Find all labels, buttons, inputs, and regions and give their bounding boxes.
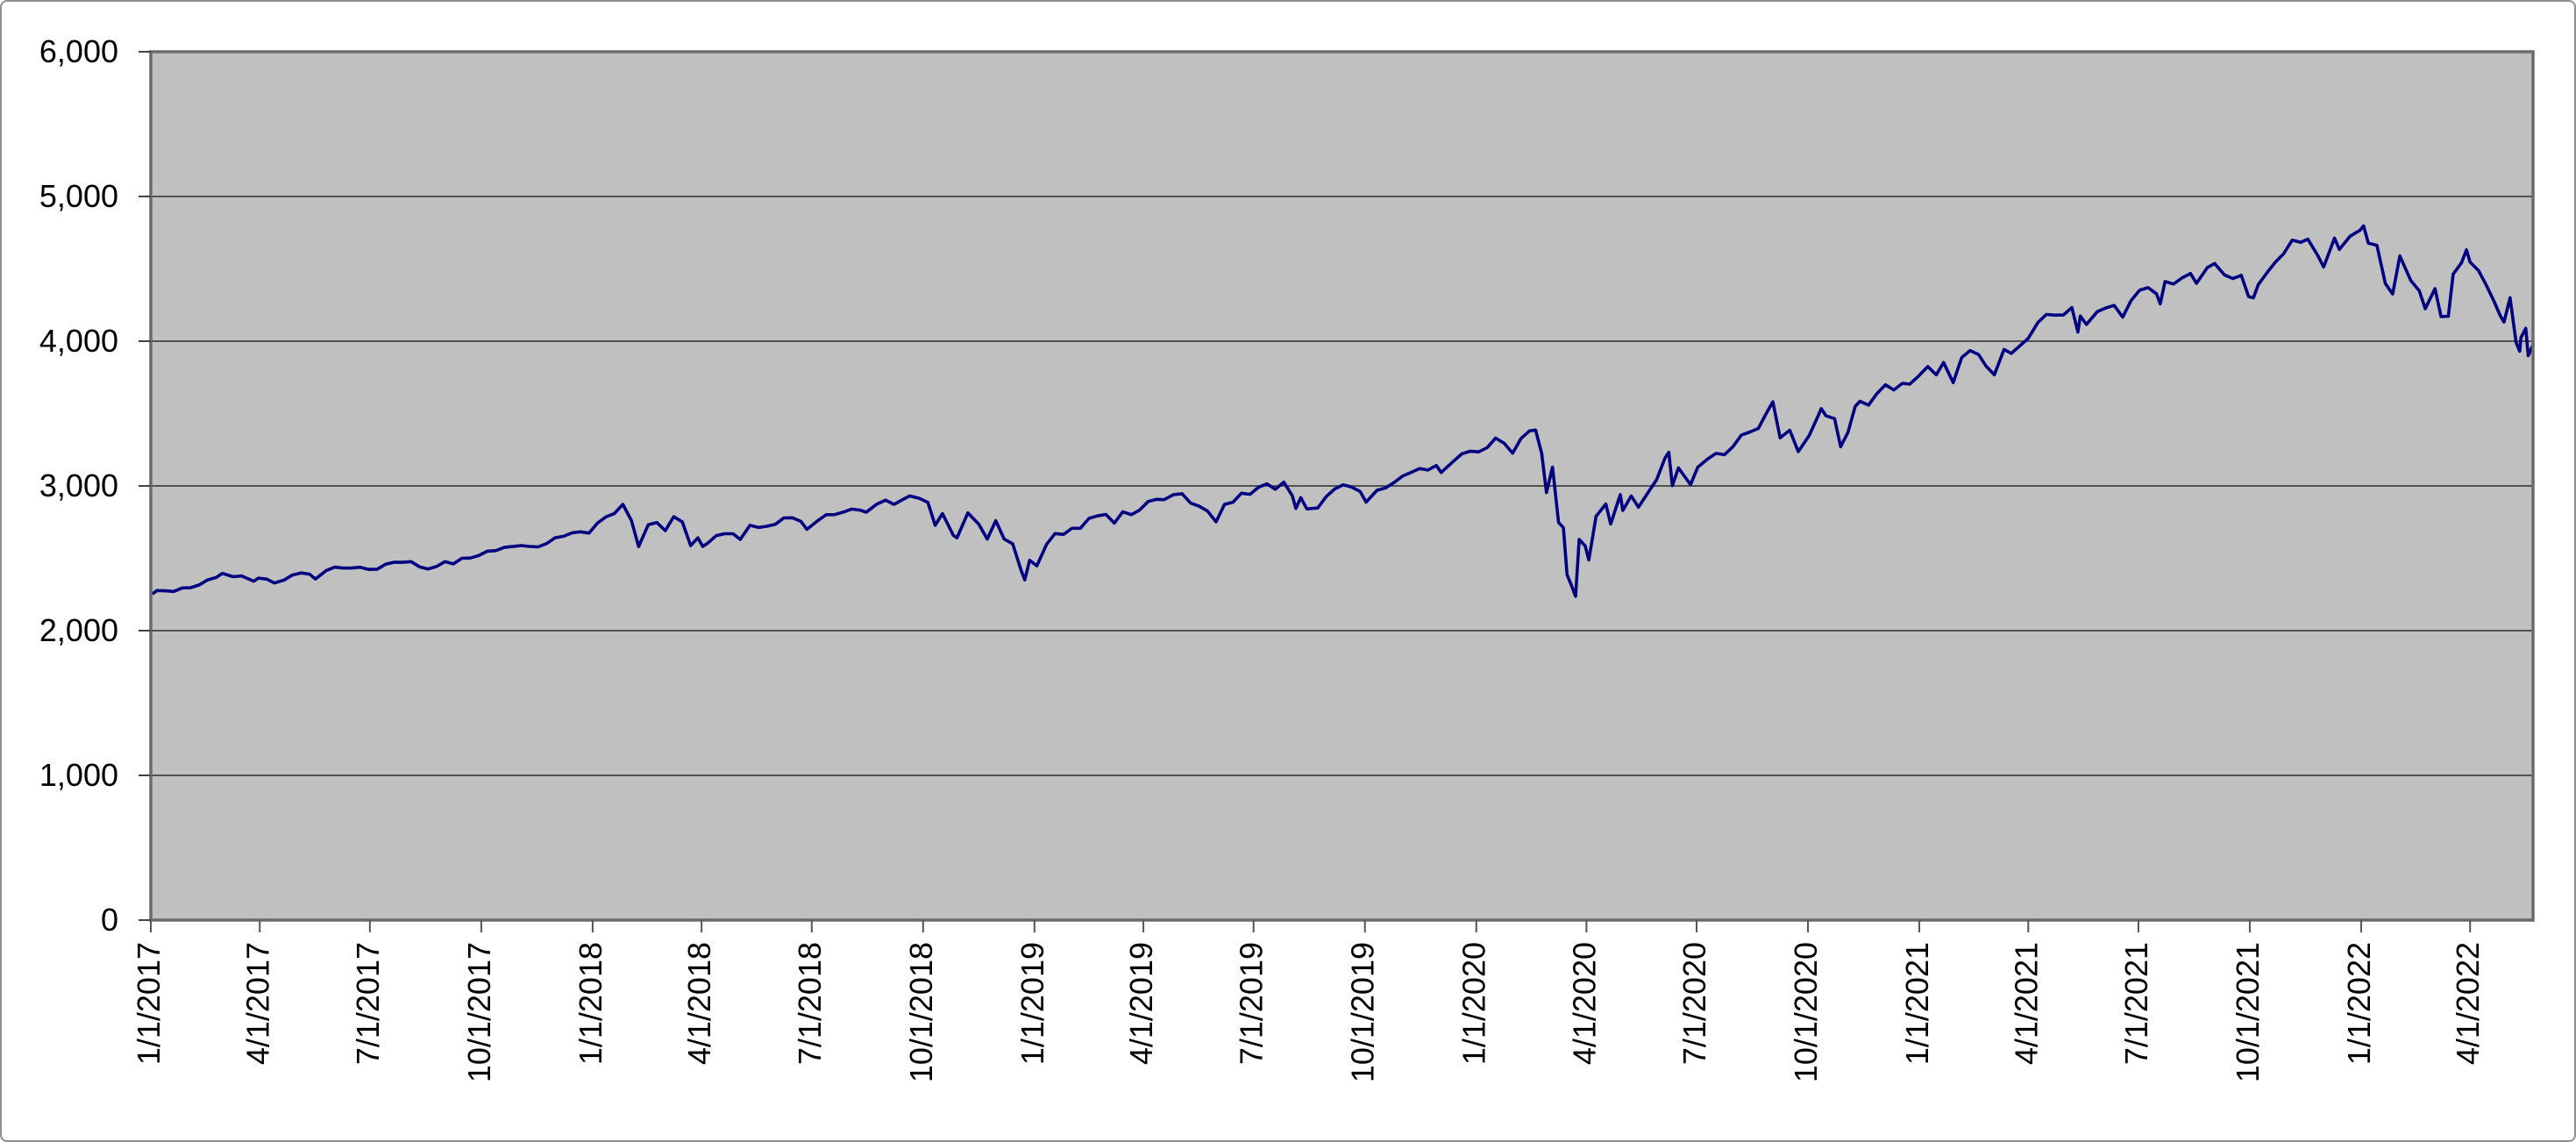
x-axis-label: 10/1/2020 — [1788, 942, 1824, 1082]
y-axis-label: 6,000 — [39, 33, 118, 69]
x-axis-label: 1/1/2020 — [1456, 942, 1492, 1065]
x-axis-label: 7/1/2021 — [2118, 942, 2154, 1065]
x-axis-label: 7/1/2018 — [792, 942, 828, 1065]
x-axis-label: 4/1/2018 — [681, 942, 717, 1065]
x-axis-label: 1/1/2021 — [1899, 942, 1935, 1065]
y-axis-label: 0 — [101, 902, 118, 938]
x-axis-label: 4/1/2022 — [2450, 942, 2486, 1065]
series-group — [152, 224, 2535, 598]
x-axis-label: 1/1/2018 — [573, 942, 608, 1065]
x-axis-label: 7/1/2017 — [350, 942, 386, 1065]
x-axis-label: 7/1/2019 — [1234, 942, 1270, 1065]
x-axis-label: 4/1/2019 — [1123, 942, 1159, 1065]
x-axis-label: 10/1/2018 — [903, 942, 939, 1082]
x-axis-label: 1/1/2019 — [1014, 942, 1050, 1065]
x-axis-label: 1/1/2022 — [2341, 942, 2377, 1065]
y-axis-label: 2,000 — [39, 612, 118, 648]
y-axis-label: 3,000 — [39, 468, 118, 503]
x-axis-label: 10/1/2019 — [1345, 942, 1381, 1082]
x-axis-label: 10/1/2017 — [461, 942, 497, 1082]
y-axis-label: 1,000 — [39, 757, 118, 793]
ticks-group — [139, 51, 2472, 932]
y-axis-label: 5,000 — [39, 178, 118, 214]
price-series-line — [152, 224, 2535, 598]
y-axis-labels-group: 0 1,000 2,000 3,000 4,000 5,000 6,000 — [39, 33, 118, 938]
x-axis-label: 7/1/2020 — [1676, 942, 1712, 1065]
x-axis-label: 10/1/2021 — [2230, 942, 2266, 1082]
y-axis-label: 4,000 — [39, 323, 118, 359]
x-axis-label: 1/1/2017 — [131, 942, 167, 1065]
x-axis-labels-group: 1/1/2017 4/1/2017 7/1/2017 10/1/2017 1/1/201… — [131, 942, 2486, 1082]
x-axis-label: 4/1/2020 — [1566, 942, 1602, 1065]
x-axis-label: 4/1/2017 — [239, 942, 275, 1065]
x-axis-label: 4/1/2021 — [2008, 942, 2044, 1065]
